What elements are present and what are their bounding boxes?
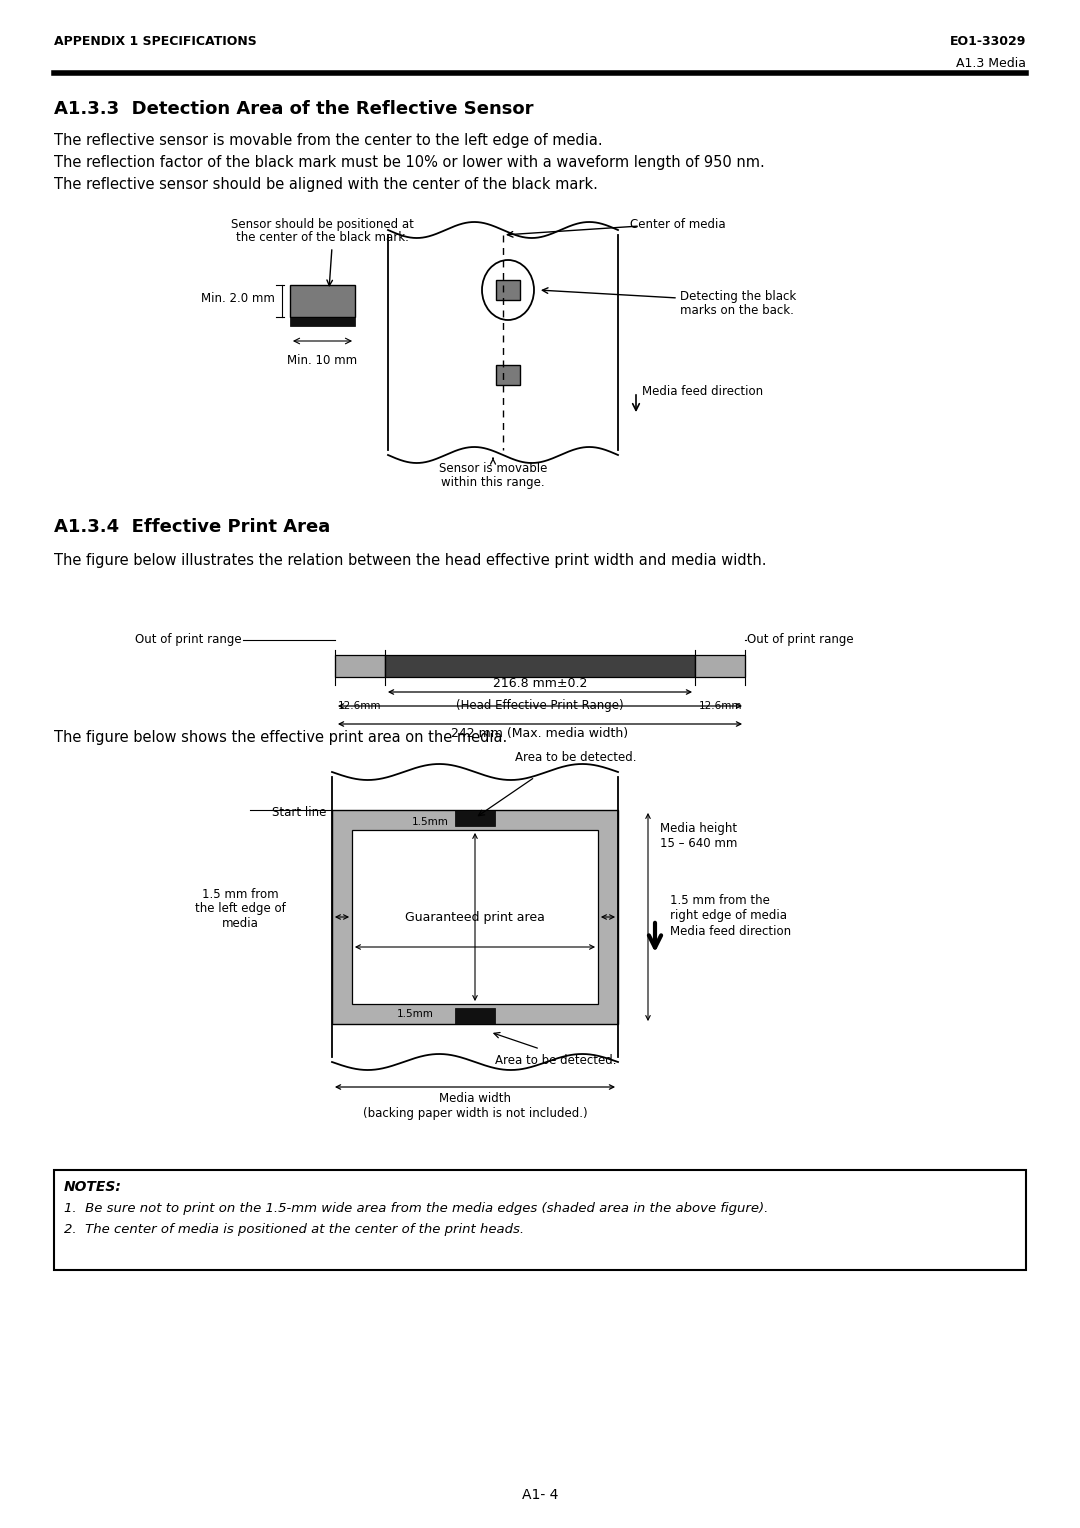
Text: right edge of media: right edge of media <box>670 909 787 921</box>
Bar <box>384 656 696 677</box>
Text: Area to be detected.: Area to be detected. <box>515 750 636 764</box>
Bar <box>352 830 598 1004</box>
Bar <box>332 810 618 1024</box>
Text: within this range.: within this range. <box>442 477 544 489</box>
Text: The figure below illustrates the relation between the head effective print width: The figure below illustrates the relatio… <box>54 553 767 568</box>
Bar <box>291 286 355 316</box>
Text: Out of print range: Out of print range <box>135 634 242 646</box>
Text: 1.5 mm from the: 1.5 mm from the <box>670 894 770 908</box>
Text: NOTES:: NOTES: <box>64 1180 122 1193</box>
Text: Detecting the black: Detecting the black <box>680 290 796 303</box>
Text: 12.6mm: 12.6mm <box>699 701 742 711</box>
Text: 15 – 640 mm: 15 – 640 mm <box>660 837 738 850</box>
Text: EO1-33029: EO1-33029 <box>949 35 1026 47</box>
Text: Out of print range: Out of print range <box>747 634 853 646</box>
Text: Start line: Start line <box>272 805 326 819</box>
Text: 216.8 mm±0.2: 216.8 mm±0.2 <box>492 677 588 691</box>
Text: 242 mm (Max. media width): 242 mm (Max. media width) <box>451 727 629 740</box>
Text: Min. 2.0 mm: Min. 2.0 mm <box>201 292 275 304</box>
Text: 1.5mm: 1.5mm <box>411 817 448 827</box>
Bar <box>335 656 384 677</box>
Text: Sensor is movable: Sensor is movable <box>438 461 548 475</box>
Text: Guaranteed print area: Guaranteed print area <box>405 911 545 923</box>
Text: Area to be detected.: Area to be detected. <box>495 1054 617 1067</box>
Bar <box>496 365 519 385</box>
Bar <box>455 1008 495 1024</box>
Text: A1.3.4  Effective Print Area: A1.3.4 Effective Print Area <box>54 518 330 536</box>
Text: media: media <box>221 917 258 931</box>
Text: A1.3.3  Detection Area of the Reflective Sensor: A1.3.3 Detection Area of the Reflective … <box>54 99 534 118</box>
Text: APPENDIX 1 SPECIFICATIONS: APPENDIX 1 SPECIFICATIONS <box>54 35 257 47</box>
Bar <box>332 810 352 1024</box>
Bar <box>598 810 618 1024</box>
Text: A1.3 Media: A1.3 Media <box>956 57 1026 70</box>
Text: The figure below shows the effective print area on the media.: The figure below shows the effective pri… <box>54 730 508 746</box>
Text: 1.  Be sure not to print on the 1.5-mm wide area from the media edges (shaded ar: 1. Be sure not to print on the 1.5-mm wi… <box>64 1203 768 1215</box>
Text: the center of the black mark.: the center of the black mark. <box>235 231 408 244</box>
Text: A1- 4: A1- 4 <box>522 1488 558 1502</box>
Text: Sensor should be positioned at: Sensor should be positioned at <box>230 219 414 231</box>
Bar <box>291 316 355 325</box>
Text: marks on the back.: marks on the back. <box>680 304 794 316</box>
Text: 2.  The center of media is positioned at the center of the print heads.: 2. The center of media is positioned at … <box>64 1222 524 1236</box>
Text: 12.6mm: 12.6mm <box>338 701 381 711</box>
Bar <box>455 810 495 827</box>
Text: Min. 10 mm: Min. 10 mm <box>287 354 357 367</box>
Text: Media feed direction: Media feed direction <box>670 924 792 938</box>
Text: Media height: Media height <box>660 822 738 834</box>
Bar <box>54 1170 1026 1270</box>
Text: The reflective sensor is movable from the center to the left edge of media.: The reflective sensor is movable from th… <box>54 133 603 148</box>
Text: The reflection factor of the black mark must be 10% or lower with a waveform len: The reflection factor of the black mark … <box>54 154 765 170</box>
Bar <box>696 656 745 677</box>
Bar <box>496 280 519 299</box>
Text: 1.5mm: 1.5mm <box>396 1008 433 1019</box>
Text: the left edge of: the left edge of <box>194 902 285 915</box>
Text: Center of media: Center of media <box>630 219 726 231</box>
Bar <box>332 1004 618 1024</box>
Text: The reflective sensor should be aligned with the center of the black mark.: The reflective sensor should be aligned … <box>54 177 598 193</box>
Text: Media feed direction: Media feed direction <box>642 385 764 397</box>
Text: 1.5 mm from: 1.5 mm from <box>202 888 279 902</box>
Bar <box>332 810 618 830</box>
Text: (backing paper width is not included.): (backing paper width is not included.) <box>363 1106 588 1120</box>
Text: Media width: Media width <box>438 1093 511 1105</box>
Text: (Head Effective Print Range): (Head Effective Print Range) <box>456 700 624 712</box>
